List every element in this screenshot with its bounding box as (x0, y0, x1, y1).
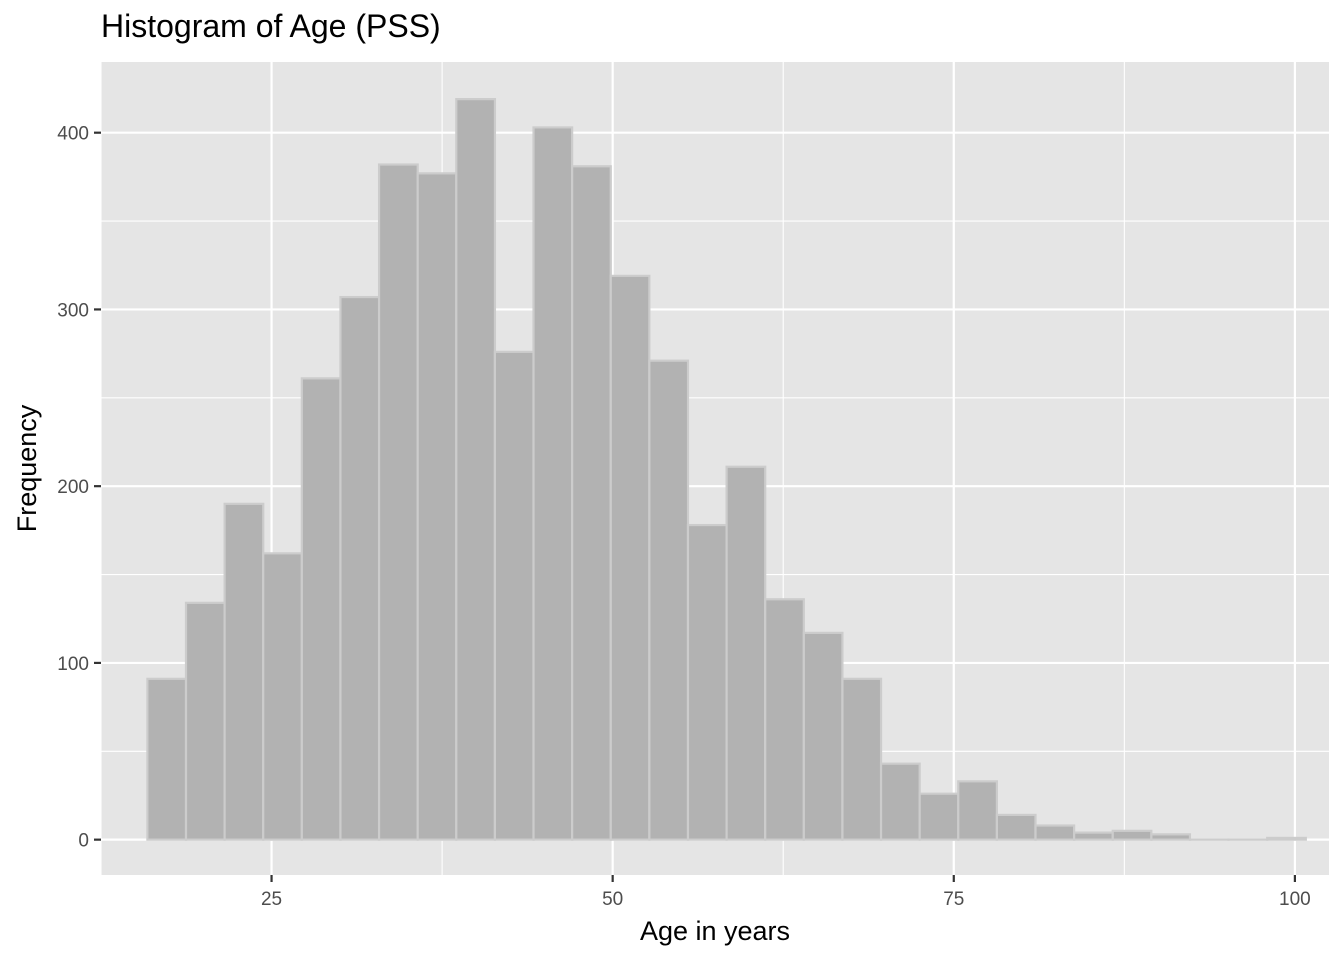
histogram-bar (455, 98, 497, 841)
x-axis-ticks: 25 50 75 100 (261, 875, 1311, 910)
histogram-bar (1073, 831, 1114, 841)
histogram-bar (725, 465, 767, 841)
histogram-bar (918, 792, 960, 841)
histogram-bar (532, 126, 574, 841)
histogram-bar (184, 601, 226, 841)
histogram-bar (146, 677, 188, 841)
histogram-bar (377, 163, 419, 841)
histogram-bar (841, 677, 883, 841)
histogram-bar (1034, 824, 1076, 841)
histogram-bar (262, 552, 303, 841)
histogram-bar (879, 762, 921, 841)
y-axis-ticks: 0 100 200 300 400 (57, 124, 101, 852)
histogram-bar (802, 631, 844, 841)
histogram-bar (995, 813, 1037, 841)
y-tick-label: 400 (57, 124, 89, 145)
histogram-bar (493, 350, 535, 841)
histogram-bar (1111, 829, 1153, 841)
y-axis-title: Frequency (12, 404, 42, 532)
histogram-bar (609, 274, 651, 841)
y-tick-label: 100 (57, 654, 89, 675)
y-tick-label: 300 (57, 300, 89, 321)
x-tick-label: 100 (1279, 889, 1311, 910)
histogram-bar (957, 780, 998, 841)
x-axis-title: Age in years (640, 916, 790, 946)
x-tick-label: 75 (943, 889, 964, 910)
histogram-bar (223, 502, 265, 841)
histogram-bar (648, 359, 690, 841)
histogram-bar (1266, 836, 1307, 841)
histogram-bar (300, 377, 342, 841)
histogram-bar (339, 295, 381, 841)
x-tick-label: 50 (602, 889, 623, 910)
x-tick-label: 25 (261, 889, 282, 910)
histogram-bar (416, 172, 458, 841)
chart-title: Histogram of Age (PSS) (101, 8, 441, 44)
histogram-bar (1150, 833, 1192, 841)
histogram-bar (571, 165, 612, 841)
histogram-bar (764, 598, 805, 841)
y-tick-label: 200 (57, 477, 89, 498)
histogram-bars (146, 98, 1307, 841)
y-tick-label: 0 (78, 831, 89, 852)
histogram-bar (686, 523, 728, 841)
